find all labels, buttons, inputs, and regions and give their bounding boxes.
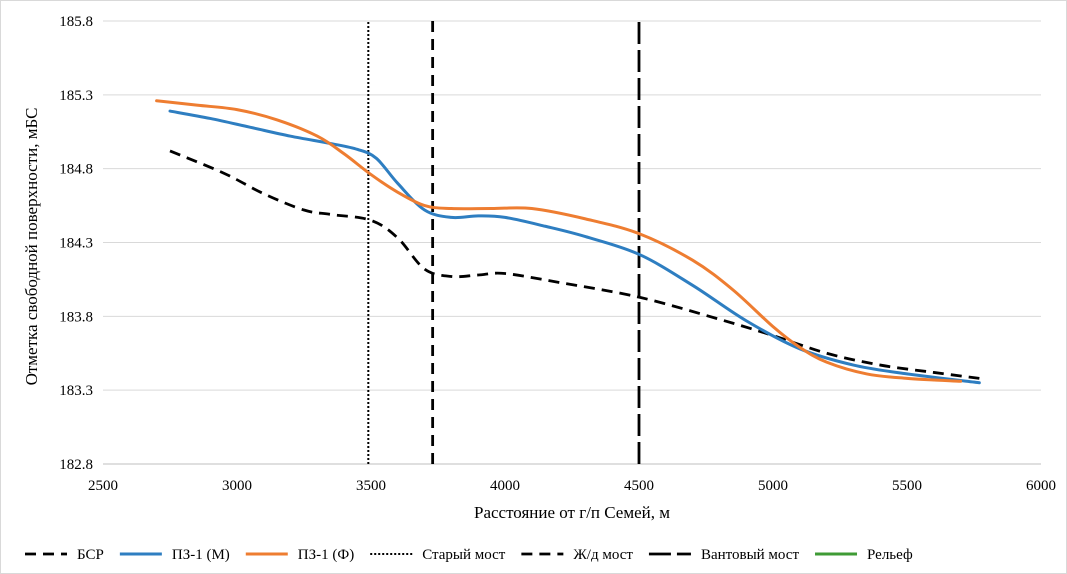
x-tick-label: 3000	[222, 478, 252, 494]
legend-label: Старый мост	[422, 547, 506, 563]
x-tick-label: 2500	[88, 478, 118, 494]
tick-labels: 182.8 183.3 183.8 184.3 184.8 185.3 185.8 2500 3…	[59, 14, 1056, 494]
series-line-0	[169, 149, 980, 380]
y-tick-label: 182.8	[59, 457, 93, 473]
legend-item: Вантовый мост	[648, 547, 800, 563]
x-tick-label: 5000	[758, 478, 788, 494]
legend: БСР ПЗ-1 (М) ПЗ-1 (Ф) Старый мост Ж/д мост Ва…	[25, 547, 913, 563]
legend-item: ПЗ-1 (М)	[119, 547, 230, 563]
legend-item: ПЗ-1 (Ф)	[245, 547, 354, 563]
y-tick-label: 184.8	[59, 162, 93, 178]
x-tick-label: 5500	[892, 478, 922, 494]
x-tick-label: 3500	[356, 478, 386, 494]
y-tick-label: 184.3	[59, 236, 93, 252]
legend-label: Вантовый мост	[701, 547, 800, 563]
legend-label: ПЗ-1 (М)	[172, 547, 230, 563]
legend-item: Старый мост	[370, 547, 506, 563]
legend-label: ПЗ-1 (Ф)	[298, 547, 354, 563]
x-axis-title: Расстояние от г/п Семей, м	[474, 503, 670, 522]
legend-item: БСР	[25, 547, 104, 563]
legend-item: Рельеф	[815, 547, 913, 563]
y-tick-label: 185.8	[59, 14, 93, 30]
series-layer	[155, 21, 981, 464]
x-tick-label: 6000	[1026, 478, 1056, 494]
x-tick-label: 4500	[624, 478, 654, 494]
series-line-2	[155, 99, 963, 383]
x-tick-label: 4000	[490, 478, 520, 494]
legend-label: Рельеф	[867, 547, 913, 563]
legend-label: Ж/д мост	[573, 547, 633, 563]
y-axis-title: Отметка свободной поверхности, мБС	[22, 108, 41, 386]
series-line-1	[168, 109, 981, 385]
y-tick-label: 185.3	[59, 88, 93, 104]
y-tick-label: 183.8	[59, 309, 93, 325]
y-tick-label: 183.3	[59, 383, 93, 399]
grid-lines	[103, 20, 1041, 465]
legend-label: БСР	[77, 547, 104, 563]
legend-item: Ж/д мост	[521, 547, 633, 563]
